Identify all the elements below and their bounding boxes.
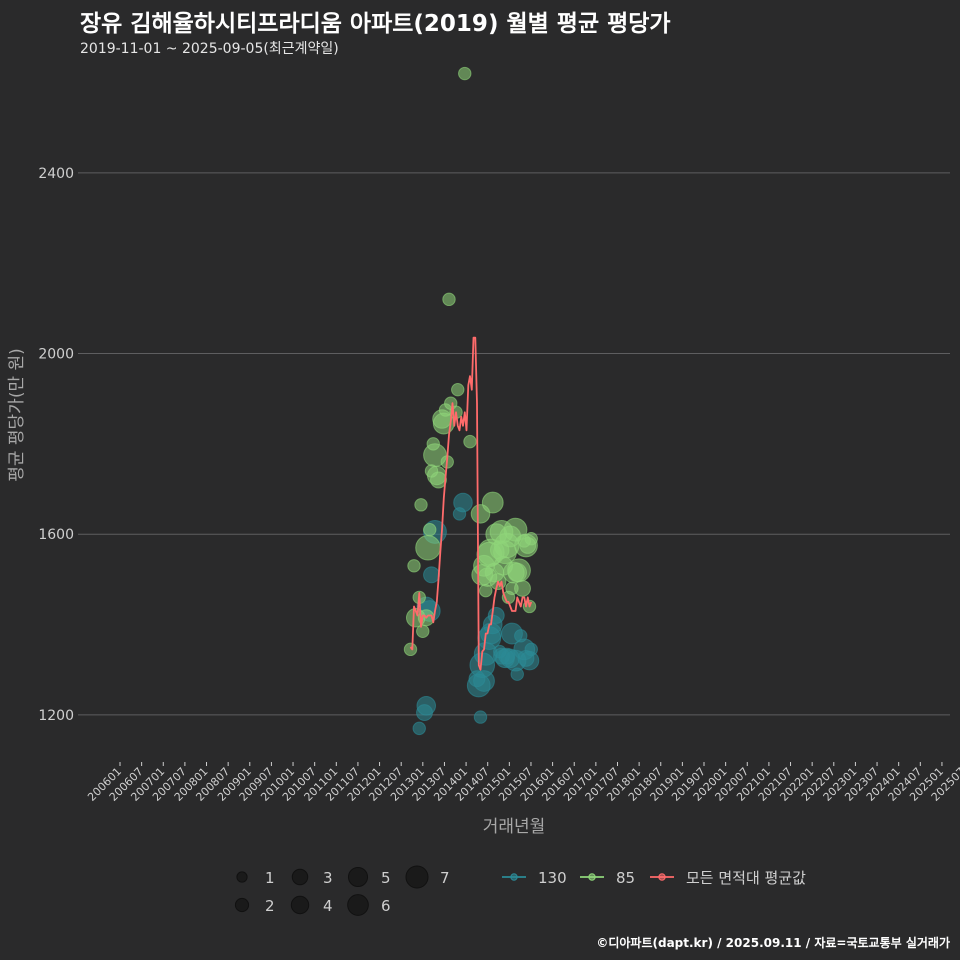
scatter-point-130 [510, 667, 524, 681]
scatter-point-130 [423, 566, 440, 584]
legend-size-marker [234, 897, 250, 913]
legend-series-marker [588, 873, 596, 881]
scatter-point-85 [507, 558, 531, 583]
legend-series-label: 모든 면적대 평균값 [686, 869, 806, 887]
scatter-point-85 [416, 624, 430, 638]
legend-size-label: 1 [265, 869, 275, 887]
legend-size-label: 4 [323, 897, 333, 915]
scatter-point-85 [524, 532, 538, 546]
legend-size-marker [405, 865, 429, 889]
chart-subtitle: 2019-11-01 ~ 2025-09-05(최근계약일) [80, 41, 339, 57]
scatter-point-130 [473, 710, 488, 724]
legend-series-marker [658, 873, 666, 881]
scatter-point-85 [407, 559, 421, 573]
y-tick-label: 1200 [38, 708, 74, 724]
scatter-point-85 [442, 292, 456, 307]
legend-size-marker [347, 866, 369, 888]
scatter-point-85 [415, 534, 441, 561]
legend-size-label: 6 [381, 897, 391, 915]
y-axis-title: 평균 평당가(만 원) [7, 348, 27, 482]
legend-series-label: 85 [616, 869, 635, 887]
legend-size-label: 7 [440, 869, 450, 887]
y-tick-label: 2400 [38, 166, 74, 182]
legend-size-label: 3 [323, 869, 333, 887]
scatter-point-85 [514, 579, 531, 597]
legend-series-label: 130 [538, 869, 567, 887]
scatter-point-85 [430, 471, 447, 489]
legend-size-marker [290, 895, 310, 915]
scatter-point-85 [458, 66, 472, 81]
legend-size-label: 2 [265, 897, 275, 915]
scatter-point-85 [414, 498, 428, 512]
scatter-point-130 [412, 721, 426, 736]
scatter-point-85 [423, 522, 437, 537]
scatter-point-130 [473, 670, 495, 692]
legend-size-label: 5 [381, 869, 391, 887]
scatter-point-130 [416, 696, 437, 716]
scatter-point-130 [453, 492, 473, 513]
average-line [409, 336, 533, 671]
legend-size-marker [236, 871, 248, 883]
legend-series-marker [510, 873, 518, 881]
scatter-point-85 [403, 642, 418, 657]
y-tick-label: 1600 [38, 527, 74, 543]
scatter-point-85 [481, 491, 504, 514]
scatter-point-130 [524, 642, 538, 657]
legend-size-marker [347, 894, 369, 916]
chart-title: 장유 김해율하시티프라디움 아파트(2019) 월별 평균 평당가 [80, 11, 671, 37]
y-tick-label: 2000 [38, 347, 74, 363]
scatter-point-85 [463, 434, 477, 449]
scatter-point-85 [451, 382, 465, 397]
source-caption: ©디아파트(dapt.kr) / 2025.09.11 / 자료=국토교통부 실… [596, 936, 950, 950]
x-axis-title: 거래년월 [483, 817, 546, 837]
legend-size-marker [291, 868, 309, 886]
